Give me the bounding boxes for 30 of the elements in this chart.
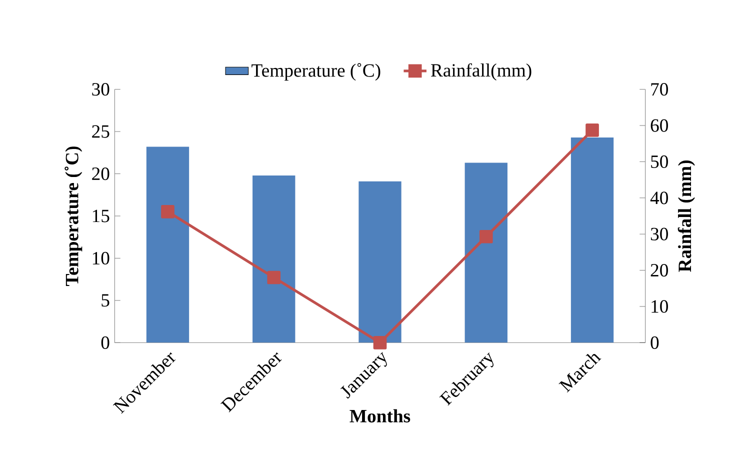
- y-tick-label: 25: [92, 125, 110, 138]
- y2-axis-title: Rainfall (mm): [678, 160, 695, 272]
- point: [267, 270, 281, 284]
- legend-label: Temperature (˚C): [252, 63, 380, 81]
- bar: [252, 175, 296, 343]
- y2-tick-label: 70: [651, 83, 668, 96]
- y-tick-label: 5: [102, 294, 110, 307]
- y2-tick-label: 60: [650, 119, 668, 132]
- point: [373, 336, 387, 350]
- y-tick-label: 10: [92, 252, 110, 265]
- y-tick-label: 15: [92, 210, 110, 222]
- bar: [570, 137, 614, 343]
- y-tick-label: 30: [92, 83, 110, 96]
- y2-tick-label: 30: [650, 228, 668, 240]
- y2-tick-label: 40: [650, 192, 668, 204]
- y2-tick-label: 50: [651, 155, 668, 168]
- y-tick-label: 0: [101, 336, 110, 349]
- point: [479, 230, 493, 244]
- y2-tick-label: 0: [650, 336, 659, 349]
- point: [586, 124, 599, 137]
- bar: [358, 181, 402, 343]
- bar: [464, 162, 508, 343]
- x-axis-title: Months: [350, 409, 410, 422]
- legend-label: Rainfall(mm): [431, 63, 532, 80]
- y-axis-title: Temperature (˚C): [64, 146, 82, 286]
- y2-tick-label: 20: [650, 264, 668, 277]
- bar: [146, 146, 190, 343]
- y2-tick-label: 10: [652, 300, 668, 313]
- point: [161, 204, 174, 218]
- y-tick-label: 20: [92, 167, 110, 180]
